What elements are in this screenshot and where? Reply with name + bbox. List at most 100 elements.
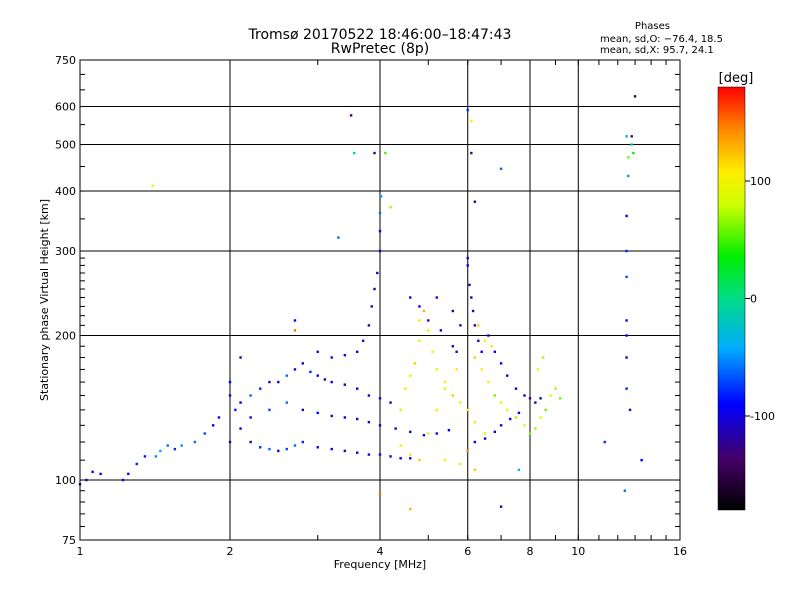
data-point: [493, 394, 497, 397]
y-tick-label: 750: [55, 54, 76, 67]
data-point: [409, 430, 412, 434]
data-point: [505, 374, 509, 377]
data-point: [630, 143, 633, 146]
data-point: [470, 151, 473, 155]
data-point: [228, 440, 232, 444]
data-point: [285, 374, 288, 377]
data-point: [473, 324, 477, 327]
data-point: [203, 432, 206, 435]
data-point: [514, 387, 518, 390]
data-point: [293, 329, 297, 332]
chart-subtitle: RwPretec (8p): [330, 41, 430, 57]
data-point: [539, 416, 542, 419]
data-point: [159, 449, 162, 453]
data-point: [466, 264, 469, 267]
data-point: [384, 151, 387, 155]
data-point: [367, 420, 371, 424]
data-point: [534, 427, 537, 430]
data-point: [459, 462, 462, 466]
data-point: [379, 195, 383, 198]
data-point: [277, 449, 280, 453]
data-point: [493, 430, 497, 434]
data-point: [143, 455, 147, 458]
data-point: [409, 457, 412, 460]
y-tick-label: 300: [55, 245, 76, 258]
data-point: [293, 319, 297, 322]
data-point: [455, 368, 458, 371]
data-point: [632, 151, 635, 155]
data-point: [343, 353, 347, 357]
data-point: [316, 411, 319, 415]
data-point: [633, 95, 637, 98]
data-point: [443, 380, 447, 384]
data-point: [508, 417, 512, 421]
data-point: [539, 397, 542, 400]
data-point: [249, 440, 252, 444]
data-point: [367, 324, 371, 327]
data-point: [293, 368, 297, 371]
data-point: [361, 339, 365, 343]
data-point: [413, 362, 417, 365]
data-point: [630, 135, 633, 138]
colorbar-tick-label: -100: [750, 410, 775, 423]
data-point: [316, 446, 319, 449]
data-point: [330, 414, 333, 418]
data-point: [514, 416, 518, 419]
data-point: [451, 394, 455, 397]
data-point: [367, 453, 371, 456]
data-point: [211, 424, 215, 427]
data-point: [228, 394, 232, 397]
data-point: [418, 305, 421, 308]
data-point: [534, 401, 537, 404]
data-point: [443, 458, 447, 462]
data-point: [623, 489, 627, 492]
data-point: [293, 444, 297, 447]
data-point: [549, 394, 552, 397]
data-point: [259, 446, 262, 449]
data-point: [470, 296, 473, 299]
data-point: [628, 408, 632, 412]
data-point: [435, 368, 438, 371]
axis-ticks: 1 2 4 6 8 10 16 75 100 200 300 400 500 600 750: [55, 54, 687, 558]
data-point: [343, 416, 347, 419]
data-point: [625, 319, 628, 322]
data-point: [323, 378, 327, 381]
data-point: [435, 432, 438, 435]
data-point: [427, 432, 430, 435]
data-point: [151, 184, 155, 188]
data-point: [466, 449, 469, 453]
data-point: [505, 408, 509, 412]
colorbar-label: [deg]: [719, 71, 754, 86]
data-point: [541, 356, 545, 359]
data-point: [466, 256, 469, 260]
data-point: [466, 108, 469, 112]
data-point: [627, 156, 630, 159]
data-point: [330, 356, 333, 359]
data-point: [239, 401, 242, 404]
data-point: [435, 296, 438, 299]
data-point: [480, 368, 483, 371]
data-point: [378, 249, 382, 253]
colorbar-tick-label: 0: [750, 293, 757, 306]
data-point: [330, 380, 333, 384]
data-point: [259, 387, 262, 390]
chart-title: Tromsø 20170522 18:46:00–18:47:43: [248, 27, 512, 43]
data-point: [422, 433, 426, 437]
data-point: [193, 440, 197, 444]
data-point: [483, 339, 487, 343]
data-point: [389, 401, 392, 404]
data-point: [367, 394, 371, 397]
data-point: [285, 401, 288, 404]
colorbar: [718, 87, 745, 510]
data-point: [355, 417, 359, 421]
data-point: [418, 339, 421, 343]
data-point: [439, 329, 443, 332]
data-point: [499, 167, 503, 171]
colorbar-ticks: 100 0 -100: [745, 175, 775, 423]
data-point: [480, 350, 483, 353]
data-point: [473, 420, 477, 424]
data-point: [603, 440, 606, 444]
data-point: [301, 362, 305, 365]
data-point: [355, 350, 359, 353]
